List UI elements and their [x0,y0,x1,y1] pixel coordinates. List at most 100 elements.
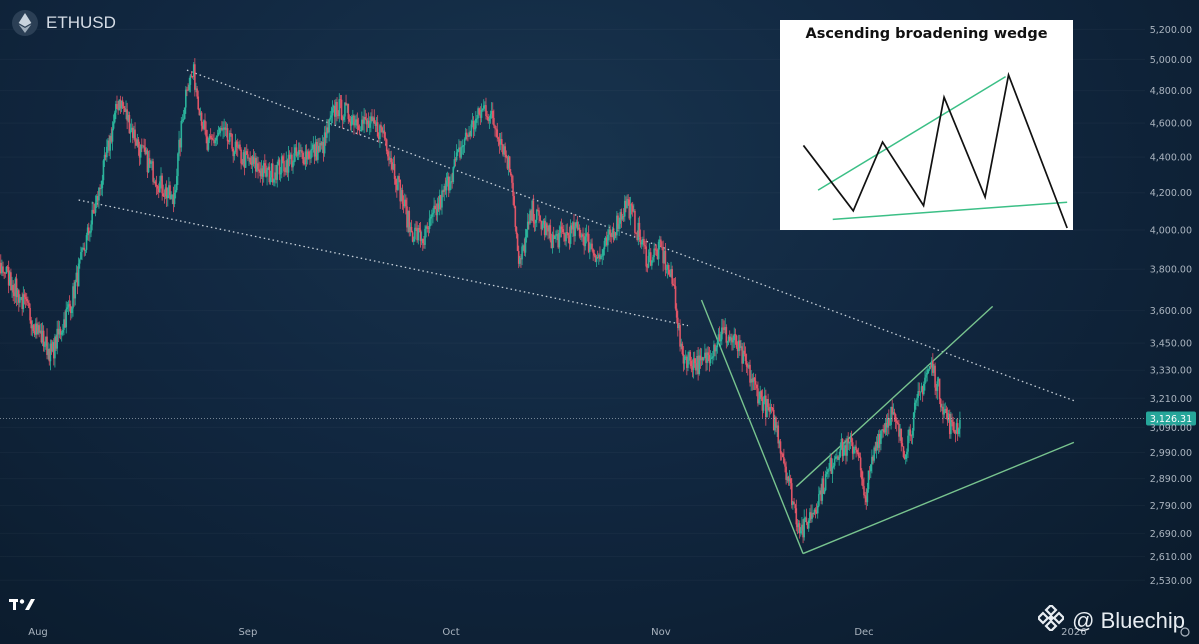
candle [295,140,298,158]
settings-icon[interactable] [1180,627,1190,637]
candle [684,350,687,361]
candle [410,219,413,233]
candle [142,145,144,149]
candle [855,440,857,458]
candle [499,132,502,151]
candle [893,408,896,422]
time-tick-label: Nov [651,627,671,638]
candle [146,148,149,179]
candle [3,271,5,279]
candle [498,132,501,154]
candle [842,442,845,461]
candle [759,385,761,406]
candle [262,160,265,183]
price-axis[interactable]: 2,530.00 2,610.00 2,690.00 2,790.00 2,890.00… [1150,25,1192,587]
candle [802,519,804,544]
candle [608,224,610,241]
time-tick-label: Dec [854,627,873,638]
candle [956,418,959,441]
candle [277,156,280,166]
candle [238,141,240,150]
candle [451,172,453,189]
candle [143,138,145,152]
time-axis[interactable]: Aug Sep Oct Nov Dec 2026 [28,627,1190,638]
candle [287,146,290,181]
candle [932,353,934,376]
candle [495,125,497,138]
candle [185,86,187,114]
candle [452,166,455,184]
brand-label: @ Bluechip [1072,608,1185,633]
tradingview-icon[interactable] [9,596,35,615]
candle [583,232,585,255]
candle [33,323,36,338]
last-price-tag[interactable]: 3,126.31 [1146,411,1196,426]
candle [876,433,879,451]
candle [800,527,802,537]
candle [214,138,216,147]
candle [296,151,299,161]
candle [181,114,184,124]
wedge-diagram [802,71,1068,229]
candle [119,95,122,114]
candle [590,239,592,250]
symbol-label[interactable]: ETHUSD [46,13,116,32]
candle [118,99,121,111]
candle [460,141,462,160]
candle [895,417,898,432]
candle [909,424,912,442]
time-tick-label: Sep [238,627,257,638]
candle [99,184,101,197]
channel-upper-line[interactable] [186,69,1075,402]
candle [930,357,933,376]
candle [506,155,509,171]
candle [198,108,201,116]
candle [87,222,90,241]
candle [803,509,805,541]
candle [804,516,807,523]
candle [19,294,21,308]
candle [939,398,942,413]
candle [822,471,825,495]
candle [682,346,685,372]
wedge-upper-line[interactable] [795,305,994,488]
candle [54,333,56,368]
candle [101,174,104,197]
candle [550,233,553,249]
candle [203,119,205,131]
candle [735,334,738,349]
candle [953,421,956,435]
channel-lower-line[interactable] [78,199,689,327]
candle [315,139,318,162]
candle [364,109,367,121]
candle [798,520,801,539]
candle [584,227,587,251]
candle [50,339,53,355]
wedge-lower-line[interactable] [802,441,1075,555]
candle [829,453,831,472]
candle [47,342,49,360]
candle [155,175,158,196]
candle [302,151,304,166]
candle [674,277,677,311]
candle [161,173,163,201]
candle [183,107,186,120]
candle [567,232,570,243]
price-tick-label: 4,200.00 [1150,188,1192,199]
candle [233,150,236,161]
price-tick-label: 3,330.00 [1150,366,1192,377]
candle [609,225,611,243]
candle [65,301,68,334]
candle [821,475,824,505]
candle [522,244,525,251]
candle [666,261,669,279]
candle [320,141,323,150]
binance-icon [1036,603,1066,637]
candle [190,71,193,78]
candle [416,221,418,243]
drop-line-line[interactable] [700,299,804,554]
candle [436,197,439,222]
candle [925,369,927,383]
candle [450,174,452,191]
